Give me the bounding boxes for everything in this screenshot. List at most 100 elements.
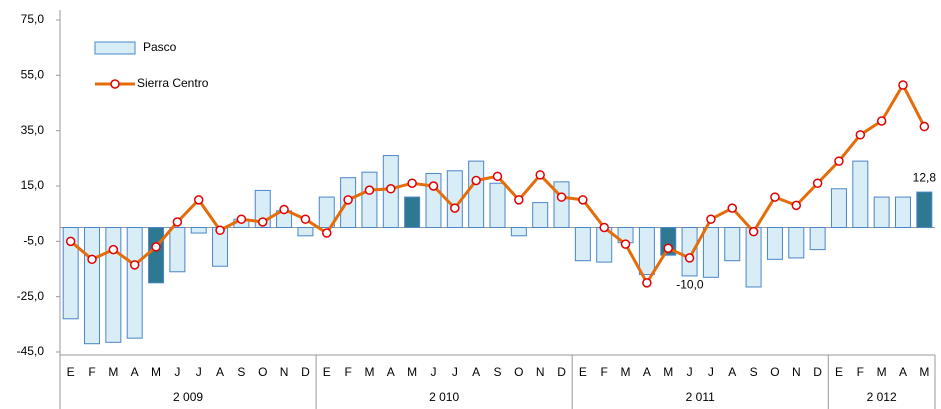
marker [791, 200, 802, 211]
bar [169, 227, 186, 273]
bar [916, 191, 933, 229]
x-tick-label: S [493, 365, 501, 379]
x-tick-label: S [237, 365, 245, 379]
x-tick-label: D [301, 365, 310, 379]
x-tick-label: A [643, 365, 651, 379]
bar [788, 227, 805, 259]
marker [151, 242, 161, 252]
x-tick-label: N [792, 365, 801, 379]
marker [364, 185, 375, 195]
y-tick-label: -5,0 [23, 234, 44, 248]
marker [343, 195, 353, 205]
y-tick-label: -45,0 [17, 344, 45, 358]
x-tick-label: F [344, 365, 351, 379]
x-tick-label: O [770, 365, 779, 379]
marker [599, 222, 609, 233]
marker [386, 184, 396, 194]
marker [193, 195, 204, 205]
y-tick-label: -25,0 [17, 289, 45, 303]
x-tick-label: M [621, 365, 631, 379]
bar [532, 202, 549, 229]
marker [172, 217, 183, 227]
marker [236, 214, 247, 224]
bar [468, 160, 485, 229]
marker [748, 226, 759, 237]
marker [129, 260, 140, 270]
x-tick-label: M [364, 365, 374, 379]
legend-label: Sierra Centro [137, 76, 209, 90]
x-tick-label: N [536, 365, 545, 379]
bar [745, 227, 762, 288]
y-tick-label: 15,0 [21, 178, 45, 192]
marker [322, 228, 332, 238]
marker [215, 225, 225, 236]
marker [300, 214, 311, 224]
marker [556, 192, 567, 202]
marker [578, 195, 588, 205]
marker [407, 178, 417, 188]
x-tick-label: J [452, 365, 458, 379]
bar [724, 227, 741, 262]
legend-label: Pasco [143, 40, 177, 54]
x-tick-label: A [216, 365, 224, 379]
data-label: -10,0 [676, 277, 704, 291]
bar [489, 182, 506, 229]
x-tick-label: E [579, 365, 587, 379]
x-tick-label: A [472, 365, 480, 379]
marker [898, 80, 908, 90]
x-tick-label: S [750, 365, 758, 379]
bar [638, 227, 655, 276]
data-label: 12,8 [913, 170, 937, 184]
bar [148, 227, 165, 284]
marker [876, 116, 887, 126]
x-tick-label: O [258, 365, 267, 379]
x-tick-label: M [108, 365, 118, 379]
bar [681, 227, 698, 277]
x-tick-label: E [835, 365, 843, 379]
legend-marker [110, 79, 120, 89]
x-tick-label: A [899, 365, 907, 379]
bar [297, 227, 314, 237]
bar [404, 196, 421, 228]
marker [471, 175, 481, 186]
bar [84, 227, 101, 345]
marker [279, 204, 289, 215]
bar [361, 171, 378, 229]
x-tick-label: M [919, 365, 929, 379]
y-tick-label: 75,0 [21, 12, 45, 26]
x-tick-label: J [174, 365, 180, 379]
marker [620, 239, 631, 249]
y-tick-label: 55,0 [21, 68, 45, 82]
marker [108, 244, 119, 255]
y-tick-label: 35,0 [21, 123, 45, 137]
x-tick-label: O [514, 365, 523, 379]
x-tick-label: A [728, 365, 736, 379]
marker [87, 254, 97, 265]
bar [830, 188, 847, 228]
x-tick-label: N [280, 365, 289, 379]
x-tick-label: A [131, 365, 139, 379]
marker [684, 253, 695, 263]
marker [919, 121, 930, 132]
bar [873, 196, 890, 228]
x-tick-label: J [708, 365, 714, 379]
bar [702, 227, 719, 278]
bar [105, 227, 122, 343]
x-tick-label: E [67, 365, 75, 379]
year-label: 2 012 [867, 390, 897, 404]
x-tick-label: M [407, 365, 417, 379]
bar [574, 227, 591, 262]
x-tick-label: M [151, 365, 161, 379]
marker [706, 214, 716, 224]
marker [65, 236, 76, 247]
marker [514, 195, 524, 205]
x-tick-label: M [877, 365, 887, 379]
x-tick-label: F [601, 365, 608, 379]
marker [812, 178, 823, 188]
bar [190, 227, 207, 234]
year-label: 2 009 [173, 390, 203, 404]
x-tick-label: F [857, 365, 864, 379]
year-label: 2 011 [686, 390, 715, 404]
bar [62, 227, 79, 320]
